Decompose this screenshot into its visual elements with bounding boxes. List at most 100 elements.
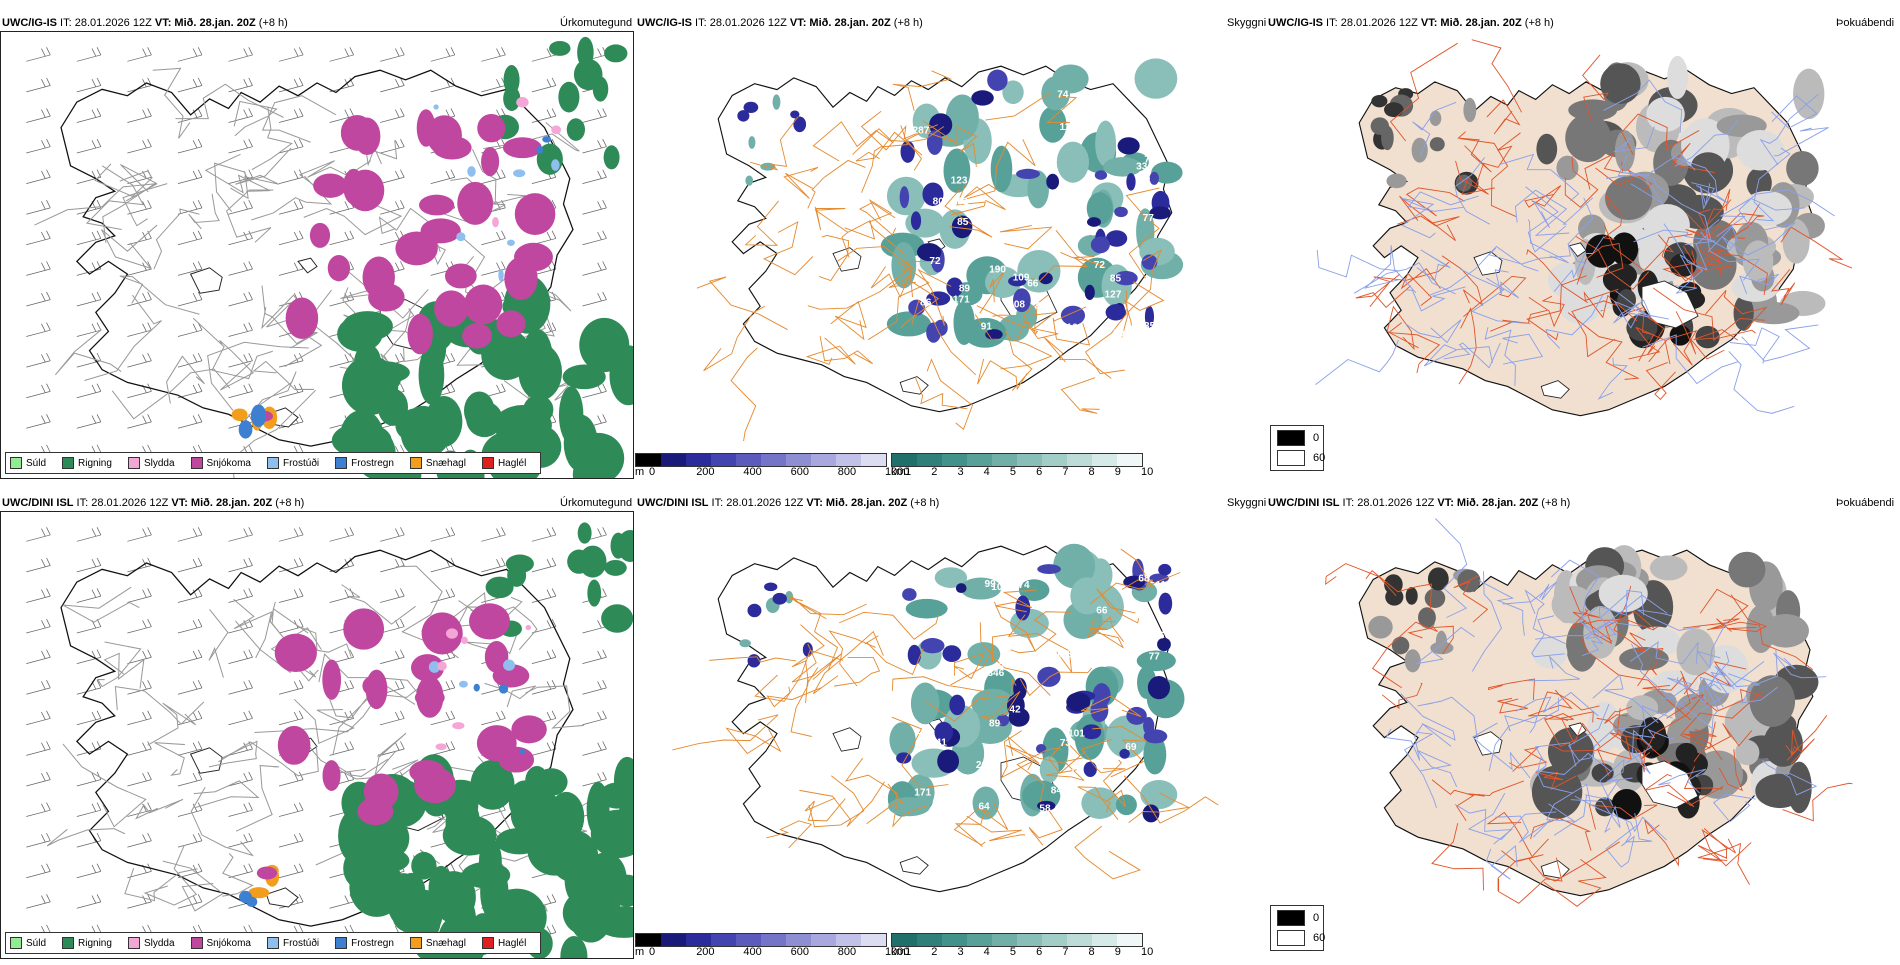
wind-barb [380,138,405,154]
road-line [951,182,986,216]
station-height-value: 346 [987,668,1004,679]
station-height-value: 100 [1067,322,1084,333]
wind-barb [582,383,607,399]
wind-barb [380,649,405,665]
road-line [450,149,497,205]
road-line [297,625,352,657]
legend-swatch [266,457,279,469]
wind-barb [177,741,203,756]
low-visibility-area [1095,120,1117,167]
colorbar-tick: 200 [696,466,715,478]
fog-ground-area [949,694,965,716]
road-line [1591,705,1673,760]
fog-ground-area [1013,677,1027,701]
fog-ground-area [916,243,942,262]
station-height-value: 86 [920,297,931,308]
wind-barb [76,588,102,603]
legend-swatch [481,457,494,469]
road-line [1325,563,1397,597]
wind-barb [582,741,607,756]
road-line [813,630,884,695]
fog-ground-area [1038,272,1053,285]
fog-shade-dense [1591,763,1614,783]
snow-area [511,715,547,744]
low-visibility-area [889,722,916,758]
road-line [293,698,355,745]
road-line [1355,273,1412,309]
fog-ground-area [739,639,751,648]
fog-shade [1531,765,1583,819]
road-line [1528,838,1620,882]
precip-map: Súld Rigning Slydda Snjókoma Frostúði Frostre… [0,31,634,479]
colorbar-tick: 8 [1088,946,1095,958]
wind-barb [430,169,456,185]
road-line [1652,287,1765,342]
fog-ground-area [1105,304,1126,321]
road-line [1700,665,1735,712]
legend-label: Snæhagl [425,457,466,469]
wind-barb [228,77,253,93]
road-line [240,371,297,426]
road-line [1598,590,1645,620]
rain-area [470,759,515,810]
road-line [190,786,255,857]
fog-ground-area [802,642,813,657]
fog-ground-area [920,638,945,654]
fog-ground-area [1158,592,1173,615]
wind-barb [582,138,607,154]
low-visibility-area [910,682,940,725]
road-line [298,160,358,185]
freezing-area [516,97,529,108]
glacier-outline [832,727,862,752]
road-line [1502,333,1544,365]
road-line [953,803,1009,846]
station-height-value: 171 [953,294,970,305]
road-line [380,310,412,377]
mixed-area [231,408,248,421]
road-line [251,175,333,221]
station-height-value: 135 [1138,321,1155,332]
wind-barb [430,77,456,93]
model-name: UWC/IG-IS [2,17,57,29]
station-height-value: 61 [945,774,956,785]
legend-swatch [127,937,140,949]
road-line [233,598,273,659]
road-line [1602,195,1623,240]
road-line [251,106,293,171]
legend-item: Súld [10,457,46,469]
station-height-value: 190 [989,264,1006,275]
wind-barb [26,710,51,726]
wind-barb [430,588,456,603]
wind-barb [26,832,51,848]
road-line [789,594,867,620]
road-line [1121,572,1181,590]
wind-barb [26,47,51,62]
low-visibility-area [1027,170,1049,209]
wind-barb [278,352,304,368]
fog-legend: 0 60 [1270,425,1325,471]
wind-barb [228,771,253,787]
road-line [175,83,284,120]
road-line [791,643,842,683]
road-line [1427,245,1539,297]
fog-ground-area [1144,305,1155,328]
fog-ground-area [1147,675,1171,700]
colorbar-segment [892,454,917,466]
road-line [1371,621,1438,689]
road-line [1773,652,1827,679]
wind-barb [76,230,102,246]
fog-shade [1424,588,1446,608]
station-height-value: 89 [989,718,1000,729]
legend-label: Frostúði [282,457,320,469]
panel-title: Þokuábendi [1836,497,1895,509]
rain-area [562,364,606,390]
wind-barb [430,557,456,573]
road-line [1089,548,1153,605]
colorbar-unit: m [635,466,645,478]
road-line [96,641,142,688]
model-name: UWC/IG-IS [637,17,692,29]
road-line [1031,256,1095,283]
road-line [378,207,444,235]
glacier-outline [899,376,929,395]
road-line [905,120,956,171]
